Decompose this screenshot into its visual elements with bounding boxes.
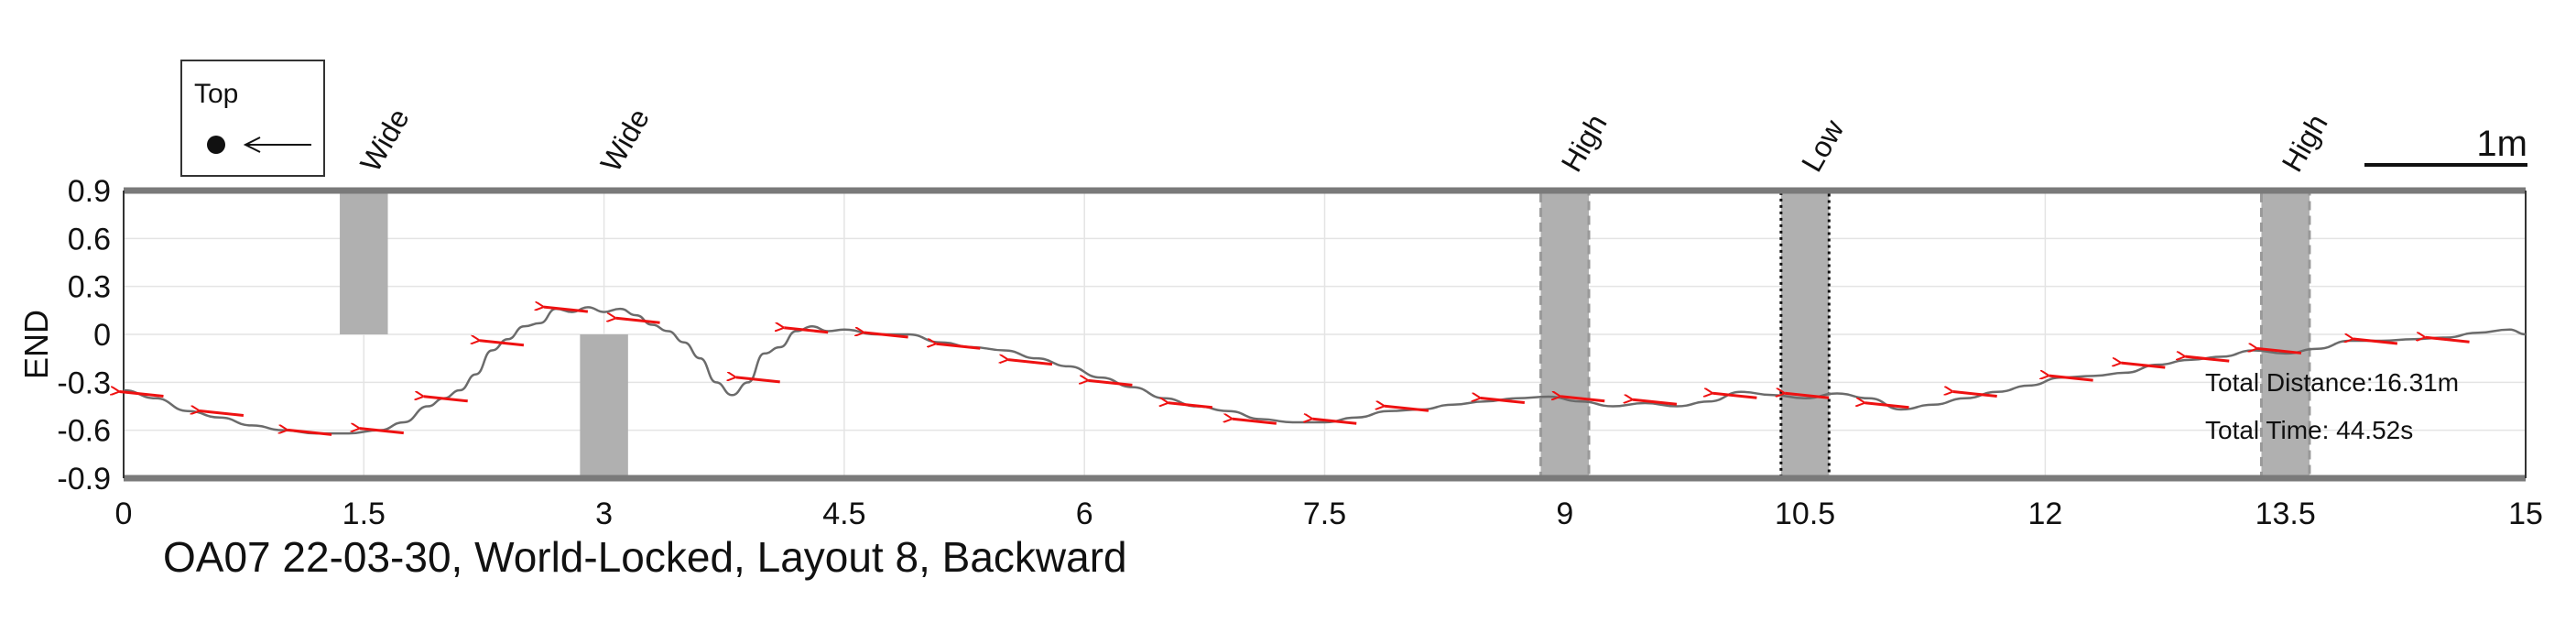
obstacle-labels: Wide Wide High Low High: [353, 103, 2333, 177]
heading-arrow-14: [1168, 403, 1213, 409]
heading-arrow-21: [1712, 393, 1757, 399]
x-tick-label-2: 3: [595, 497, 613, 531]
heading-arrow-25: [2049, 376, 2093, 382]
obstacle-3: [1779, 189, 1831, 480]
x-tick-label-7: 10.5: [1775, 497, 1835, 531]
y-tick-label-3: 0: [93, 318, 111, 353]
heading-arrow-15: [1233, 419, 1277, 425]
obstacle-2: [1539, 189, 1591, 480]
heading-arrow-30: [2426, 337, 2470, 344]
obstacle-label-1: Wide: [593, 103, 656, 177]
obstacle-label-0: Wide: [353, 103, 416, 177]
heading-arrow-4: [424, 397, 468, 403]
heading-arrow-28: [2257, 348, 2302, 355]
tick-labels: 0 1.5 3 4.5 6 7.5 9 10.5 12 13.5 15 0.9 0.6 0.3 0 -0.3 -…: [57, 174, 2543, 531]
x-tick-label-6: 9: [1556, 497, 1573, 531]
x-tick-label-4: 6: [1076, 497, 1093, 531]
heading-arrow-29: [2353, 339, 2398, 345]
y-tick-label-6: -0.9: [57, 462, 111, 497]
heading-arrow-7: [616, 318, 660, 324]
obstacle-label-4: High: [2276, 109, 2334, 178]
x-tick-label-9: 13.5: [2255, 497, 2316, 531]
y-tick-label-1: 0.6: [68, 222, 111, 257]
heading-arrow-9: [784, 328, 829, 334]
x-tick-label-3: 4.5: [822, 497, 865, 531]
heading-arrow-17: [1385, 406, 1429, 412]
legend-dot-marker: [207, 136, 225, 154]
x-tick-label-10: 15: [2508, 497, 2543, 531]
heading-arrow-2: [288, 430, 332, 436]
heading-arrow-22: [1785, 393, 1830, 399]
heading-arrow-24: [1953, 392, 1997, 398]
heading-arrow-27: [2185, 356, 2230, 363]
obstacle-label-3: Low: [1795, 114, 1851, 178]
heading-arrows: [119, 307, 2470, 436]
x-tick-label-5: 7.5: [1303, 497, 1346, 531]
heading-arrow-18: [1481, 398, 1526, 405]
heading-arrow-16: [1312, 419, 1357, 425]
heading-arrow-20: [1633, 399, 1678, 406]
x-tick-label-8: 12: [2027, 497, 2062, 531]
y-axis-label: END: [17, 310, 55, 379]
y-tick-label-0: 0.9: [68, 174, 111, 209]
heading-arrow-19: [1560, 397, 1605, 403]
heading-arrow-23: [1865, 403, 1909, 409]
legend: Top: [180, 60, 325, 177]
obstacles: [340, 189, 2311, 480]
heading-arrow-13: [1088, 380, 1133, 387]
obstacle-label-2: High: [1555, 109, 1614, 178]
heading-arrow-11: [936, 344, 981, 350]
obstacle-1: [580, 334, 628, 478]
x-tick-label-1: 1.5: [342, 497, 386, 531]
legend-arrowhead: [243, 136, 261, 153]
chart-caption: OA07 22-03-30, World-Locked, Layout 8, B…: [163, 533, 1127, 581]
heading-arrow-10: [864, 333, 908, 339]
heading-arrow-12: [1008, 360, 1053, 366]
legend-title: Top: [194, 79, 238, 109]
total-distance-text: Total Distance:16.31m: [2205, 368, 2459, 397]
y-tick-label-2: 0.3: [68, 270, 111, 305]
heading-arrow-5: [480, 341, 525, 347]
y-tick-label-5: -0.6: [57, 414, 111, 449]
total-time-text: Total Time: 44.52s: [2205, 416, 2413, 444]
obstacle-0: [340, 191, 388, 334]
scale-bar-label: 1m: [2476, 124, 2527, 164]
axes: [123, 187, 2527, 482]
x-tick-label-0: 0: [115, 497, 133, 531]
heading-arrow-6: [544, 307, 589, 313]
legend-box: [180, 60, 325, 177]
scale-bar: 1m: [2364, 124, 2527, 167]
heading-arrow-26: [2121, 363, 2166, 369]
heading-arrow-3: [360, 429, 404, 435]
y-tick-label-4: -0.3: [57, 366, 111, 400]
heading-arrow-1: [200, 410, 245, 417]
heading-arrow-8: [736, 377, 780, 384]
heading-arrow-0: [119, 392, 164, 398]
grid-lines: [123, 190, 2527, 479]
